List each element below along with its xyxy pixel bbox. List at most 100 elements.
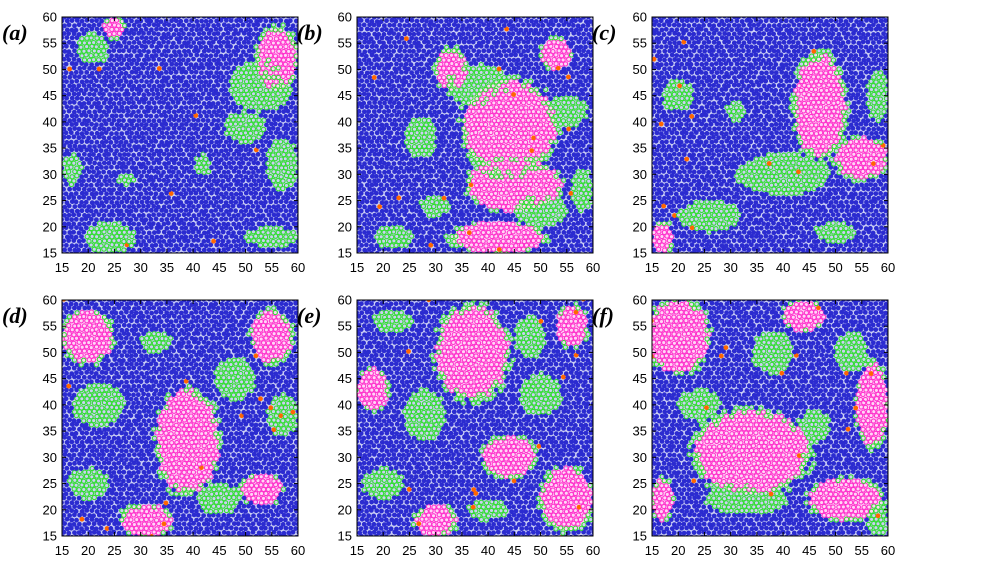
particle	[357, 186, 362, 192]
particle	[67, 143, 73, 149]
particle	[173, 139, 179, 145]
particle	[143, 157, 149, 162]
particle	[96, 203, 102, 209]
particle	[379, 88, 385, 93]
particle	[248, 165, 254, 171]
particle	[518, 225, 524, 231]
particle	[253, 53, 259, 59]
particle	[416, 82, 422, 88]
particle	[270, 40, 277, 46]
particle	[84, 156, 90, 162]
particle	[103, 36, 109, 41]
particle	[408, 216, 414, 222]
particle	[113, 96, 119, 101]
particle	[285, 108, 291, 114]
particle	[476, 212, 482, 218]
particle	[470, 108, 476, 115]
particle	[288, 148, 294, 154]
particle	[403, 105, 409, 111]
particle	[94, 26, 100, 32]
particle	[357, 82, 362, 88]
particle	[112, 143, 117, 149]
particle	[165, 31, 171, 37]
particle	[530, 213, 536, 219]
particle	[260, 109, 266, 114]
particle	[478, 96, 485, 102]
y-tick-label: 50	[43, 62, 57, 77]
particle	[206, 40, 212, 46]
particle	[62, 83, 67, 89]
particle	[403, 242, 409, 248]
particle	[576, 212, 581, 218]
particle	[510, 178, 516, 184]
particle	[373, 104, 379, 110]
particle	[398, 148, 404, 153]
particle	[361, 177, 367, 183]
particle	[181, 221, 187, 227]
particle	[161, 151, 167, 157]
particle	[143, 147, 149, 153]
particle	[67, 247, 73, 252]
particle	[413, 104, 419, 110]
particle	[143, 44, 149, 50]
particle	[176, 31, 182, 37]
particle	[543, 138, 549, 144]
particle	[290, 126, 296, 132]
particle	[518, 122, 524, 128]
particle	[512, 181, 519, 188]
particle	[173, 208, 179, 214]
particle	[221, 39, 227, 45]
particle	[555, 100, 561, 107]
particle	[376, 143, 382, 149]
particle	[93, 113, 99, 119]
particle	[165, 48, 171, 54]
particle	[419, 182, 425, 187]
particle	[290, 187, 296, 192]
particle	[186, 203, 192, 209]
particle	[394, 156, 399, 161]
particle	[364, 191, 370, 196]
particle	[441, 100, 447, 106]
particle	[566, 212, 571, 218]
particle	[99, 79, 105, 84]
particle	[443, 207, 449, 213]
particle	[201, 31, 207, 36]
particle	[189, 225, 195, 231]
particle	[585, 247, 591, 252]
particle	[188, 44, 194, 49]
particle	[106, 22, 113, 28]
particle	[69, 27, 75, 33]
particle	[270, 66, 276, 72]
particle	[510, 212, 516, 218]
particle	[196, 212, 202, 218]
particle	[184, 139, 190, 145]
particle	[485, 221, 491, 227]
particle	[166, 195, 171, 201]
particle	[580, 229, 586, 235]
particle	[418, 199, 424, 206]
particle	[290, 204, 296, 210]
particle	[553, 233, 558, 239]
particle	[196, 220, 202, 226]
particle	[88, 225, 94, 232]
particle	[453, 200, 459, 206]
particle	[218, 78, 224, 84]
particle	[136, 118, 142, 123]
particle	[240, 195, 246, 201]
particle	[181, 100, 187, 106]
particle	[233, 199, 239, 205]
particle	[245, 195, 251, 201]
particle	[205, 118, 211, 123]
particle	[480, 100, 486, 106]
particle	[414, 130, 420, 136]
particle	[357, 101, 362, 106]
particle	[421, 186, 427, 192]
particle	[243, 52, 249, 58]
particle	[109, 234, 115, 240]
particle	[545, 247, 551, 252]
particle	[203, 225, 208, 231]
particle	[139, 156, 145, 161]
particle	[184, 147, 190, 153]
particle	[374, 122, 380, 128]
particle	[196, 168, 202, 175]
